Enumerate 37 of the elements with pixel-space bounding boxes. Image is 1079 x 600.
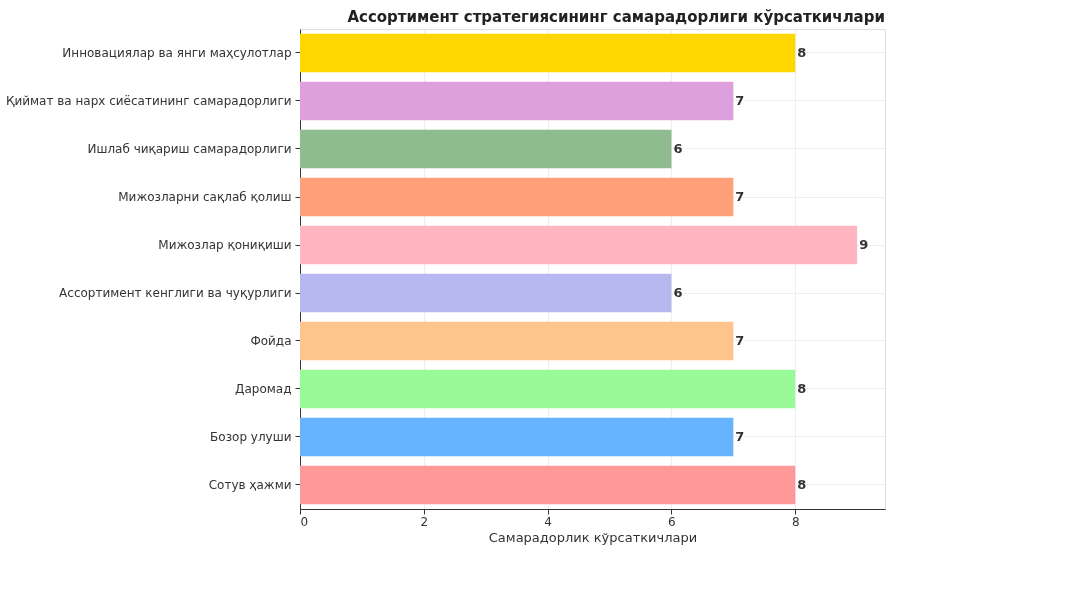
data-label: 6 [673, 285, 683, 300]
data-label: 6 [673, 141, 683, 156]
bar [300, 369, 796, 409]
y-tick-label: Сотув ҳажми [208, 478, 292, 492]
chart-title: Ассортимент стратегиясининг самарадорлиги кўрсаткичлари [347, 8, 885, 26]
bar [300, 465, 796, 505]
y-tick-label: Бозор улуши [210, 430, 292, 444]
data-label: 7 [735, 189, 745, 204]
data-label: 8 [797, 45, 807, 60]
bar [300, 321, 734, 361]
y-tick-label: Даромад [235, 382, 292, 396]
bar [300, 33, 796, 73]
data-label: 7 [735, 429, 745, 444]
bar [300, 81, 734, 121]
bar [300, 177, 734, 217]
x-tick-label: 4 [544, 514, 552, 529]
x-tick-label: 0 [300, 514, 309, 529]
data-label: 8 [797, 477, 807, 492]
bar [300, 417, 734, 457]
data-label: 7 [735, 333, 745, 348]
data-label: 8 [797, 381, 807, 396]
y-tick-label: Ишлаб чиқариш самарадорлиги [87, 142, 292, 156]
x-axis-title: Самарадорлик кўрсаткичлари [488, 529, 698, 545]
y-tick-label: Мижозларни сақлаб қолиш [118, 190, 292, 204]
y-tick-label: Фойда [250, 334, 292, 348]
y-tick-label: Ассортимент кенглиги ва чуқурлиги [59, 286, 292, 300]
bar [300, 273, 672, 313]
y-tick-label: Инновациялар ва янги маҳсулотлар [62, 46, 292, 60]
x-tick-label: 8 [791, 514, 800, 529]
bar [300, 225, 858, 265]
y-tick-label: Мижозлар қониқиши [158, 238, 292, 252]
bar [300, 129, 672, 169]
x-tick-label: 2 [420, 514, 429, 529]
data-label: 9 [859, 237, 869, 252]
y-tick-label: Қиймат ва нарх сиёсатининг самарадорлиги [5, 94, 292, 108]
data-label: 7 [735, 93, 745, 108]
x-tick-label: 6 [668, 514, 676, 529]
